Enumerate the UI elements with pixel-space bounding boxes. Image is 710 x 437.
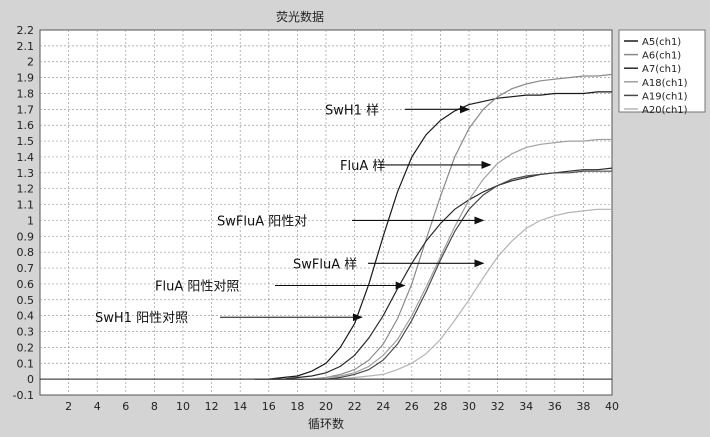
x-tick-label: 38 [576,400,590,413]
annotation-label: SwH1 阳性对照 [95,311,188,326]
y-tick-label: 2.1 [17,40,35,53]
y-tick-label: 0.8 [17,246,35,259]
x-tick-label: 2 [65,400,72,413]
y-tick-label: 1.4 [17,151,35,164]
y-tick-label: 0.7 [17,262,35,275]
y-tick-label: 1.9 [17,72,35,85]
annotation-label: SwH1 样 [325,103,379,118]
series-line-1 [254,91,612,380]
y-tick-label: 0.6 [17,278,35,291]
x-tick-label: 10 [176,400,190,413]
annotations: SwH1 样 FluA 样 SwFluA 阳性对 SwFluA 样 FluA 阳性对照 S… [95,103,492,326]
y-tick-label: -0.1 [13,389,34,402]
y-tick-label: 1.8 [17,87,35,100]
x-tick-label: 24 [376,400,390,413]
y-tick-label: 1.5 [17,135,35,148]
x-tick-label: 30 [462,400,476,413]
y-tick-label: 0.1 [17,357,35,370]
x-tick-label: 6 [122,400,129,413]
y-tick-label: 1.7 [17,103,35,116]
y-tick-label: 0.9 [17,230,35,243]
x-tick-label: 4 [94,400,101,413]
legend-label: A20(ch1) [642,105,688,116]
y-tick-label: 1.6 [17,119,35,132]
annotation-label: SwFluA 阳性对 [217,214,307,229]
x-tick-label: 12 [205,400,219,413]
x-axis-label: 循环数 [308,416,344,431]
x-tick-label: 18 [290,400,304,413]
legend-label: A7(ch1) [642,64,681,75]
legend-label: A6(ch1) [642,51,681,62]
x-tick-label: 32 [491,400,505,413]
x-tick-label: 26 [405,400,419,413]
chart-title: 荧光数据 [276,9,324,24]
legend-label: A18(ch1) [642,78,688,89]
legend-box [618,29,706,113]
y-tick-label: 0.4 [17,310,35,323]
axes: 2 4 6 8 10 12 14 16 18 20 22 24 26 28 30 32 34 36 38 40-0.1… [13,24,619,413]
y-tick-label: 1.2 [17,183,35,196]
annotation-label: FluA 样 [340,159,385,174]
y-tick-label: 0.2 [17,341,35,354]
y-tick-label: 0 [27,373,34,386]
annotation-label: SwFluA 样 [293,257,357,272]
x-tick-label: 28 [433,400,447,413]
x-tick-label: 20 [319,400,333,413]
y-tick-label: 1 [27,214,34,227]
y-tick-label: 2 [27,56,34,69]
y-tick-label: 0.3 [17,326,35,339]
x-tick-label: 14 [233,400,247,413]
x-tick-label: 36 [548,400,562,413]
y-tick-label: 2.2 [17,24,35,37]
plot-area [39,29,613,396]
legend: A5(ch1) A6(ch1) A7(ch1) A18(ch1) A19(ch1) A20… [618,29,706,116]
y-tick-label: 1.3 [17,167,35,180]
x-tick-label: 8 [151,400,158,413]
x-tick-label: 34 [519,400,533,413]
y-tick-label: 1.1 [17,199,35,212]
grid [40,30,612,395]
x-tick-label: 22 [348,400,362,413]
y-tick-label: 0.5 [17,294,35,307]
annotation-label: FluA 阳性对照 [155,280,239,295]
legend-label: A19(ch1) [642,91,688,102]
legend-label: A5(ch1) [642,37,681,48]
x-tick-label: 16 [262,400,276,413]
x-tick-label: 40 [605,400,619,413]
